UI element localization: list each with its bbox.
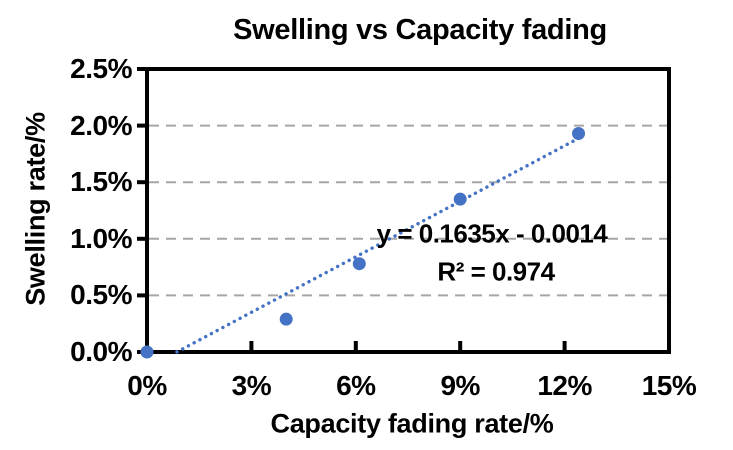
x-tick-label: 12% (537, 370, 592, 401)
plot-frame (145, 67, 671, 354)
chart-title: Swelling vs Capacity fading (233, 14, 607, 46)
x-tick-label: 9% (440, 370, 480, 401)
y-tick-label: 2.5% (70, 53, 132, 84)
trendline (175, 133, 586, 354)
data-point (453, 192, 467, 206)
trendline-r2: R² = 0.974 (437, 256, 555, 287)
trendline-equation: y = 0.1635x - 0.0014 (376, 218, 608, 249)
data-point (572, 127, 586, 141)
y-tick-label: 0.5% (70, 279, 132, 311)
y-tick-label: 1.5% (70, 166, 132, 198)
y-tick-label: 1.0% (70, 222, 132, 254)
x-tick-label: 0% (127, 370, 167, 401)
data-point (352, 257, 366, 271)
x-tick-label: 6% (336, 370, 376, 401)
y-tick-label: 2.0% (70, 109, 132, 141)
x-tick-label: 15% (641, 370, 697, 401)
x-tick-label: 3% (231, 370, 272, 401)
x-axis-title: Capacity fading rate/% (270, 408, 554, 439)
y-tick-label: 0.0% (70, 336, 132, 367)
data-point (279, 312, 293, 326)
y-axis-title: Swelling rate/% (20, 112, 51, 306)
data-point (140, 345, 154, 359)
